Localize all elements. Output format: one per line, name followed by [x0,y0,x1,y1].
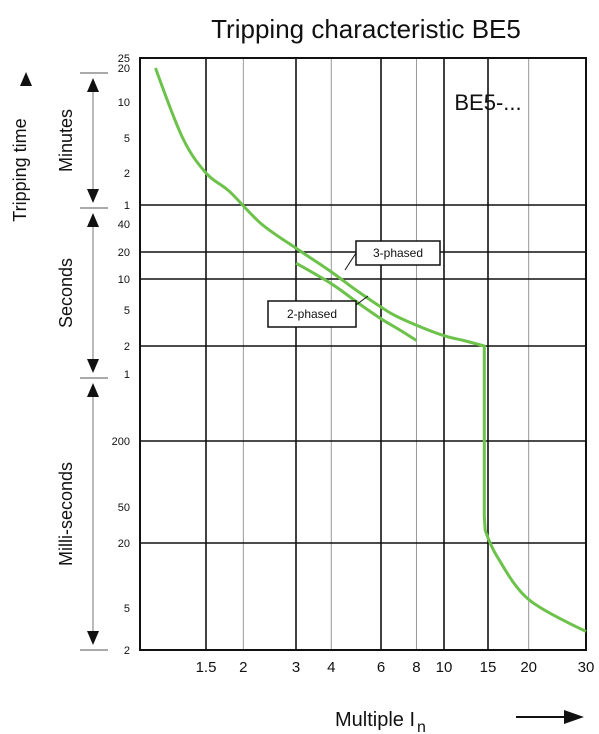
series-line-2-phased [295,261,418,342]
y-tick-label: 5 [124,133,130,145]
x-tick-label: 30 [578,659,595,676]
y-tick-label: 2 [124,645,130,657]
y-band-label: Minutes [56,109,76,172]
y-band-indicators: Minutes Seconds Milli-seconds [20,72,108,651]
x-tick-label: 20 [520,659,537,676]
y-tick-label: 2 [124,168,130,180]
y-tick-label: 20 [118,538,130,550]
y-tick-label: 1 [124,200,130,212]
arrow-down-icon [87,189,99,203]
arrow-down-icon [87,631,99,645]
y-tick-label: 2 [124,341,130,353]
x-tick-labels: 1.5 2 3 4 6 8 10 15 20 30 [196,659,595,676]
x-tick-label: 4 [327,659,335,676]
arrow-right-icon [564,710,584,724]
y-tick-label: 1 [124,369,130,381]
axis-direction-arrows [516,710,584,724]
y-tick-label: 200 [112,436,130,448]
annotation-leader [344,252,357,271]
arrow-up-icon [20,72,32,86]
arrow-up-icon [87,213,99,227]
x-axis-label-group: Multiple I n [335,709,426,734]
y-axis-label: Tripping time [10,118,30,221]
x-tick-label: 6 [377,659,385,676]
series-layer [154,67,587,633]
model-label: BE5-... [454,90,521,115]
annotation-label: 3-phased [373,246,423,260]
x-axis-label: Multiple I [335,709,415,731]
annotation-layer: 3-phased 2-phased [267,240,441,328]
x-axis-label-subscript: n [417,719,426,734]
y-tick-label: 10 [118,97,130,109]
annotation-box [267,300,357,328]
chart-title: Tripping characteristic BE5 [211,14,521,44]
series-line-3-phased [154,67,587,633]
y-tick-label: 10 [118,274,130,286]
annotation-leader [355,295,369,306]
plot-frame [139,57,587,651]
x-tick-label: 3 [292,659,300,676]
y-tick-label: 25 [118,53,130,65]
plot-border [139,57,587,651]
y-tick-label: 40 [118,219,130,231]
x-tick-label: 1.5 [196,659,217,676]
y-tick-label: 20 [118,247,130,259]
arrow-down-icon [87,359,99,373]
x-tick-label: 2 [239,659,247,676]
x-tick-label: 10 [436,659,453,676]
grid-layer [140,58,586,650]
y-band-label: Milli-seconds [56,462,76,566]
annotation-label: 2-phased [287,307,337,321]
y-tick-label: 5 [124,305,130,317]
y-tick-label: 20 [118,63,130,75]
x-tick-label: 15 [480,659,497,676]
y-axis-label-group: Tripping time [10,118,30,221]
annotation-box [355,240,441,266]
arrow-up-icon [87,78,99,92]
x-tick-label: 8 [412,659,420,676]
y-band-label: Seconds [56,258,76,328]
arrow-up-icon [87,383,99,397]
y-tick-label: 5 [124,603,130,615]
y-tick-label: 50 [118,502,130,514]
x-axis-label-main: Multiple I [335,709,415,731]
